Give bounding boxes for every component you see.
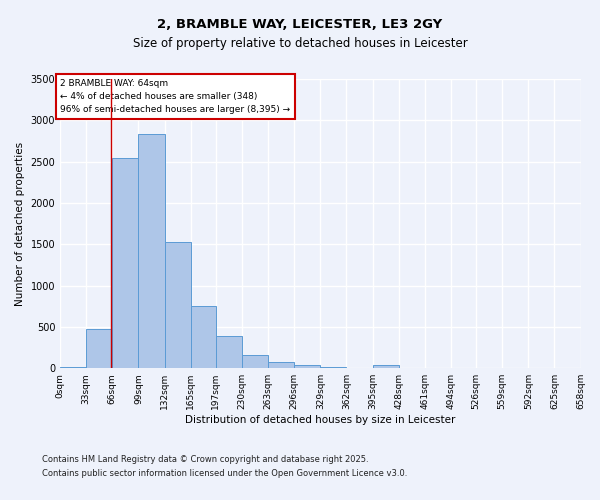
Bar [164,242,191,368]
Bar [373,365,398,368]
Text: 2, BRAMBLE WAY, LEICESTER, LE3 2GY: 2, BRAMBLE WAY, LEICESTER, LE3 2GY [157,18,443,30]
Bar [191,306,216,368]
Bar [60,366,86,368]
Bar [112,158,139,368]
Text: 2 BRAMBLE WAY: 64sqm
← 4% of detached houses are smaller (348)
96% of semi-detac: 2 BRAMBLE WAY: 64sqm ← 4% of detached ho… [60,79,290,114]
Bar [294,365,320,368]
Text: Size of property relative to detached houses in Leicester: Size of property relative to detached ho… [133,38,467,51]
Bar [242,356,268,368]
Bar [216,336,242,368]
Text: Contains public sector information licensed under the Open Government Licence v3: Contains public sector information licen… [42,469,407,478]
X-axis label: Distribution of detached houses by size in Leicester: Distribution of detached houses by size … [185,415,455,425]
Text: Contains HM Land Registry data © Crown copyright and database right 2025.: Contains HM Land Registry data © Crown c… [42,456,368,464]
Bar [86,328,112,368]
Bar [268,362,294,368]
Y-axis label: Number of detached properties: Number of detached properties [15,142,25,306]
Bar [139,134,164,368]
